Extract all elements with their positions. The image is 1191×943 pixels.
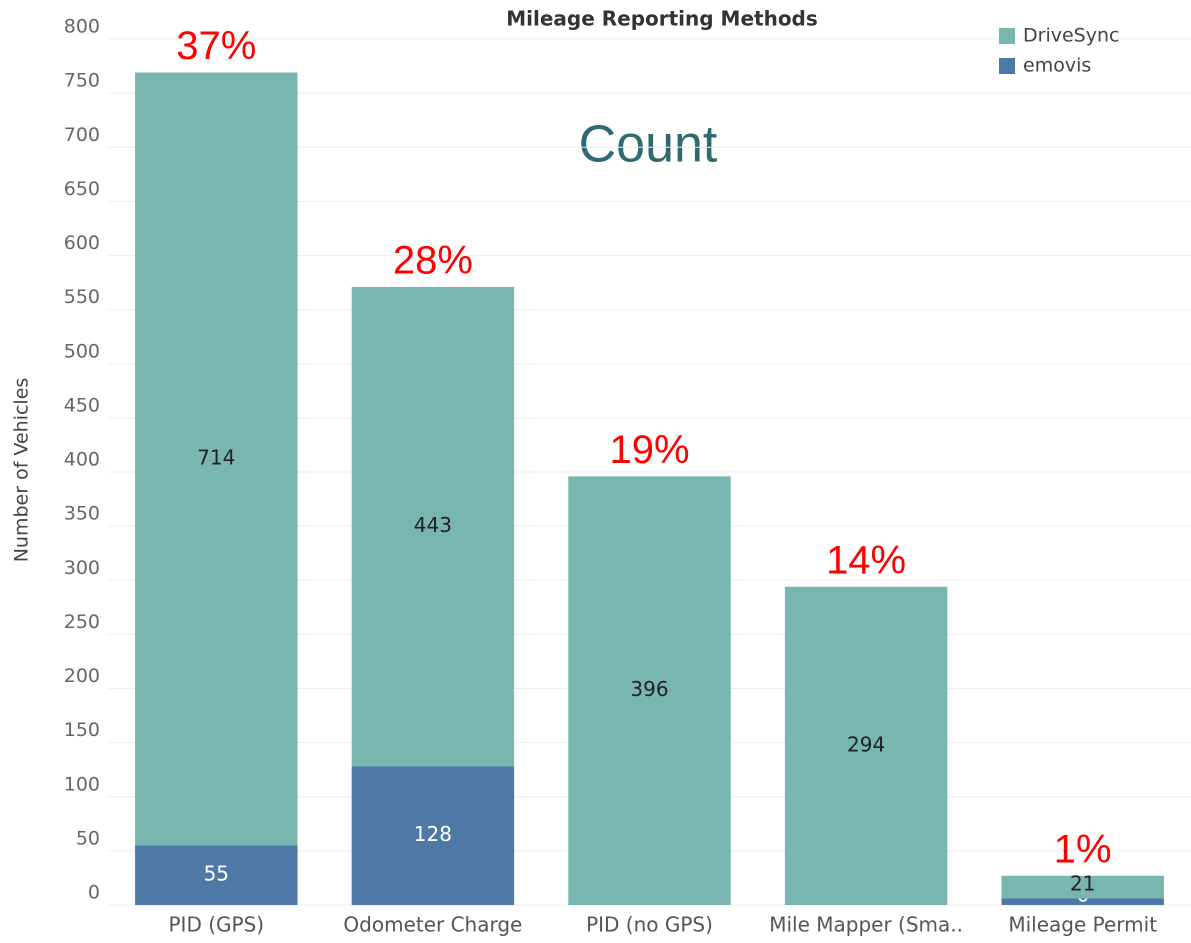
y-tick-label: 400 <box>64 449 100 471</box>
y-tick-label: 150 <box>64 719 100 741</box>
y-tick-label: 600 <box>64 232 100 254</box>
legend-label: emovis <box>1023 55 1091 77</box>
data-label: 294 <box>847 732 885 756</box>
data-label: 714 <box>197 446 235 470</box>
bar-segment <box>135 845 298 905</box>
percent-annotation: 19% <box>609 428 689 472</box>
y-tick-label: 500 <box>64 340 100 362</box>
bar-segment <box>351 286 515 767</box>
y-tick-label: 550 <box>64 286 100 308</box>
center-annotation: Count <box>579 116 718 174</box>
y-tick-label: 300 <box>64 557 100 579</box>
percent-annotation: 37% <box>176 24 256 68</box>
bar-segment <box>1001 898 1164 905</box>
y-tick-label: 350 <box>64 503 100 525</box>
y-tick-label: 0 <box>88 882 100 904</box>
x-tick-label: Odometer Charge <box>343 913 522 937</box>
y-tick-label: 750 <box>64 70 100 92</box>
y-tick-label: 50 <box>76 827 100 849</box>
y-tick-label: 800 <box>64 16 100 38</box>
y-tick-label: 200 <box>64 665 100 687</box>
legend-label: DriveSync <box>1023 25 1119 47</box>
chart-title: Mileage Reporting Methods <box>506 7 818 31</box>
legend-swatch <box>999 58 1015 74</box>
x-tick-label: PID (GPS) <box>169 913 265 937</box>
data-label: 396 <box>630 677 668 701</box>
percent-annotation: 14% <box>826 538 906 582</box>
y-axis-title: Number of Vehicles <box>11 378 33 563</box>
x-tick-label: Mile Mapper (Sma.. <box>769 913 963 937</box>
x-tick-label: PID (no GPS) <box>586 913 713 937</box>
bar-segment <box>568 476 731 905</box>
percent-annotation: 28% <box>393 238 473 282</box>
legend-swatch <box>999 28 1015 44</box>
data-label: 55 <box>204 862 229 886</box>
y-tick-label: 250 <box>64 611 100 633</box>
y-tick-label: 100 <box>64 773 100 795</box>
bar-segment <box>784 586 948 905</box>
bar-segment <box>1001 875 1164 899</box>
bar-segment <box>135 72 298 846</box>
x-tick-label: Mileage Permit <box>1008 913 1157 937</box>
y-tick-label: 700 <box>64 124 100 146</box>
data-label: 128 <box>414 822 452 846</box>
data-label: 21 <box>1070 872 1095 896</box>
data-label: 443 <box>414 513 452 537</box>
y-tick-label: 650 <box>64 178 100 200</box>
y-tick-label: 450 <box>64 394 100 416</box>
bar-segment <box>351 766 515 905</box>
percent-annotation: 1% <box>1054 827 1112 871</box>
